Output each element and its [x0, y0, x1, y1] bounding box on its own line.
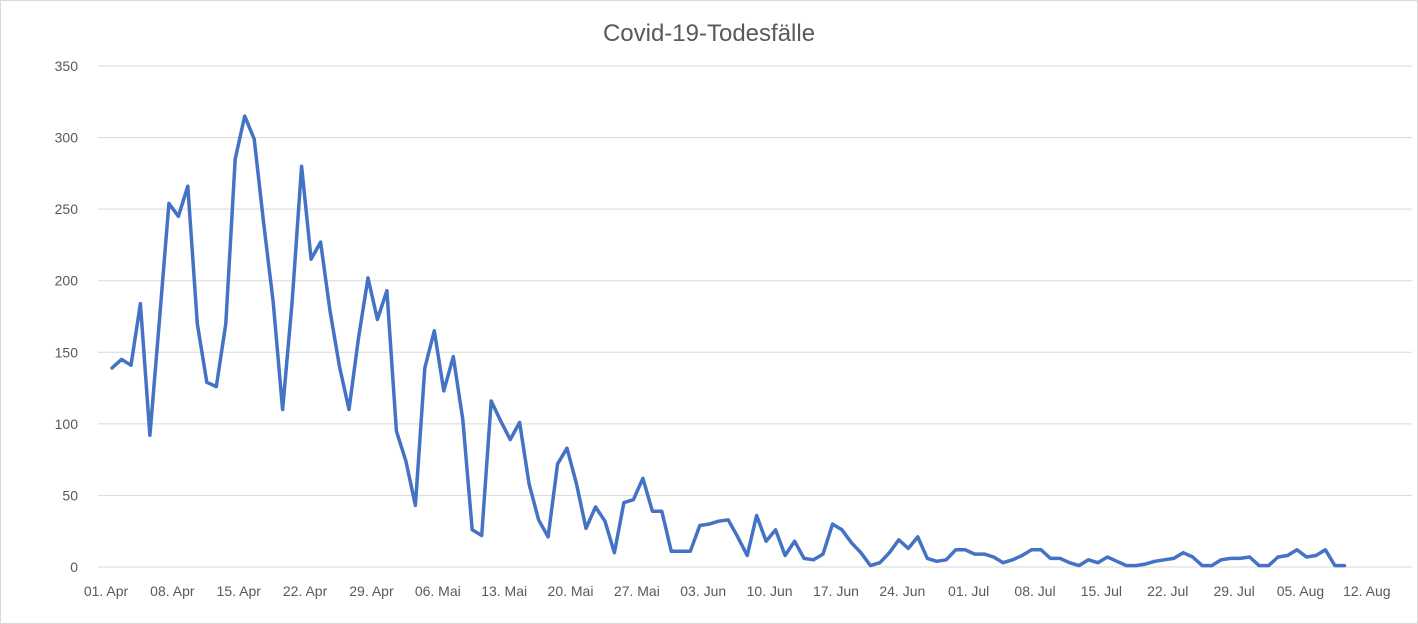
- y-tick-label: 350: [55, 58, 79, 74]
- x-tick-label: 20. Mai: [548, 583, 594, 599]
- x-tick-label: 03. Jun: [680, 583, 726, 599]
- x-tick-label: 08. Jul: [1014, 583, 1055, 599]
- x-tick-label: 17. Jun: [813, 583, 859, 599]
- gridlines: [98, 65, 1412, 568]
- x-tick-label: 15. Jul: [1081, 583, 1122, 599]
- x-tick-label: 01. Jul: [948, 583, 989, 599]
- x-tick-label: 10. Jun: [747, 583, 793, 599]
- x-tick-label: 06. Mai: [415, 583, 461, 599]
- chart-title: Covid-19-Todesfälle: [602, 20, 816, 47]
- x-tick-label: 22. Apr: [283, 583, 328, 599]
- y-tick-label: 200: [55, 273, 79, 289]
- y-tick-label: 150: [55, 344, 79, 360]
- x-tick-label: 01. Apr: [84, 583, 129, 599]
- series-layer: [110, 114, 1347, 568]
- x-tick-label: 22. Jul: [1147, 583, 1188, 599]
- x-tick-label: 15. Apr: [217, 583, 262, 599]
- x-tick-label: 08. Apr: [150, 583, 195, 599]
- y-tick-label: 0: [70, 559, 78, 575]
- y-tick-label: 250: [55, 201, 79, 217]
- x-tick-label: 12. Aug: [1343, 583, 1391, 599]
- x-tick-label: 13. Mai: [481, 583, 527, 599]
- x-tick-label: 24. Jun: [879, 583, 925, 599]
- y-tick-label: 50: [62, 487, 78, 503]
- y-tick-label: 100: [55, 416, 79, 432]
- y-axis-ticks: 0 50 100 150 200 250 300 350: [55, 58, 79, 575]
- y-tick-label: 300: [55, 130, 79, 146]
- x-axis-ticks: 01. Apr 08. Apr 15. Apr 22. Apr 29. Apr 06. M…: [84, 583, 1391, 599]
- x-tick-label: 05. Aug: [1277, 583, 1325, 599]
- x-tick-label: 29. Apr: [349, 583, 394, 599]
- x-tick-label: 29. Jul: [1213, 583, 1254, 599]
- series-line: [110, 114, 1347, 568]
- x-tick-label: 27. Mai: [614, 583, 660, 599]
